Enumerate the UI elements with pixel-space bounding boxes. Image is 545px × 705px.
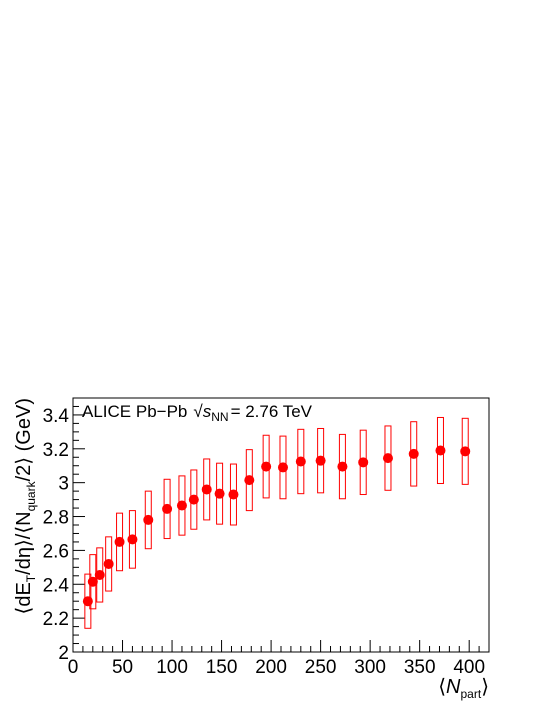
data-point: [244, 475, 255, 486]
x-tick-label: 200: [255, 657, 287, 678]
x-tick-label: 300: [354, 657, 386, 678]
data-point: [176, 500, 187, 511]
x-axis: 0 50 100 150 200 250 300 350 400: [68, 640, 490, 678]
x-tick-label: 150: [206, 657, 238, 678]
data-point: [114, 536, 125, 547]
data-point: [188, 494, 199, 505]
y-tick-label: 3.2: [43, 440, 69, 461]
data-point: [143, 514, 154, 525]
data-point: [82, 596, 93, 607]
x-tick-label: 400: [453, 657, 485, 678]
data-point: [103, 558, 114, 569]
y-tick-label: 2.8: [43, 508, 69, 529]
y-axis-title: ⟨dET/dη⟩/⟨Nquark/2⟩ (GeV): [13, 398, 38, 614]
data-point: [315, 455, 326, 466]
y-tick-label: 3: [58, 474, 69, 495]
x-tick-label: 350: [404, 657, 436, 678]
y-tick-label: 2.6: [43, 541, 69, 562]
data-point: [435, 445, 446, 456]
data-point: [295, 456, 306, 467]
x-axis-title: ⟨Npart⟩: [438, 676, 489, 701]
systematic-boxes: [84, 416, 469, 629]
data-point: [382, 453, 393, 464]
chart-annotation: ALICE Pb−Pb √sNN = 2.76 TeV: [82, 402, 313, 424]
x-tick-label: 250: [305, 657, 337, 678]
y-tick-label: 2: [58, 643, 69, 664]
data-point: [214, 488, 225, 499]
data-point: [460, 446, 471, 457]
data-point: [228, 489, 239, 500]
data-markers: [82, 445, 471, 607]
data-point: [277, 462, 288, 473]
data-point: [261, 461, 272, 472]
y-tick-label: 3.4: [43, 406, 70, 427]
data-point: [408, 448, 419, 459]
data-point: [127, 534, 138, 545]
data-point: [358, 457, 369, 468]
data-point: [337, 461, 348, 472]
x-tick-label: 0: [68, 657, 79, 678]
data-point: [94, 569, 105, 580]
y-tick-label: 2.4: [43, 575, 70, 596]
data-point: [201, 484, 212, 495]
data-point: [162, 503, 173, 514]
y-tick-label: 2.2: [43, 609, 69, 630]
x-tick-label: 100: [156, 657, 188, 678]
x-tick-label: 50: [112, 657, 133, 678]
y-axis: 2 2.2 2.4 2.6 2.8 3 3.2 3.4: [43, 397, 85, 664]
data-point: [87, 576, 98, 587]
